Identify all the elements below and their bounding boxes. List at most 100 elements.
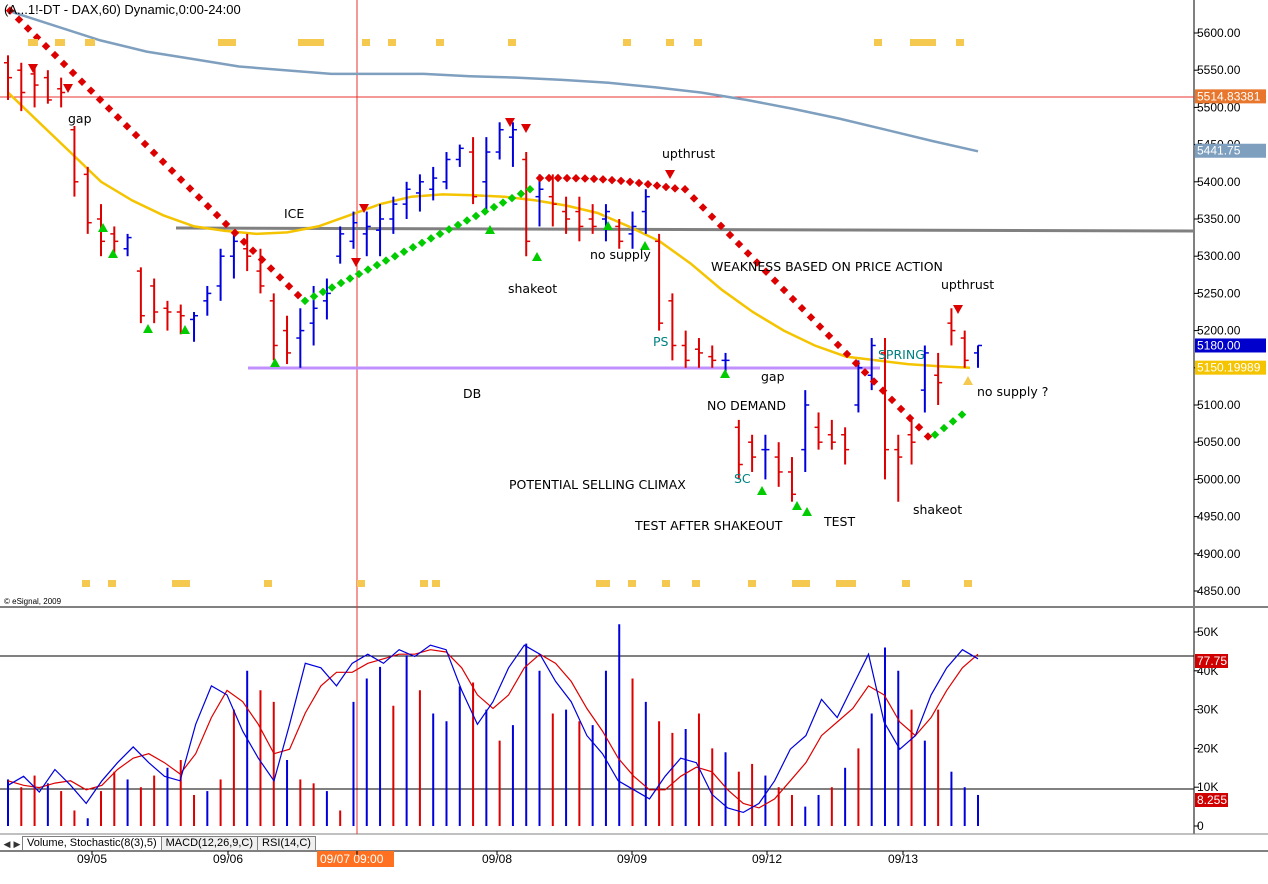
annotation-upthrust-2: upthrust (941, 277, 994, 292)
sar-dot (284, 282, 294, 291)
sar-dot (824, 331, 834, 340)
session-marker-top (436, 39, 444, 46)
annotation-gap-2: gap (761, 369, 785, 384)
sar-dot (266, 264, 276, 273)
price-tick-label: 5050.00 (1197, 435, 1241, 449)
sar-dot (248, 246, 258, 255)
sar-dot (122, 122, 132, 131)
sell-signal-triangle (665, 170, 675, 179)
sar-dot (221, 219, 231, 229)
sar-dot (399, 247, 409, 256)
session-markers (28, 39, 972, 587)
buy-signal-triangle (603, 221, 613, 230)
price-tick-label: 5250.00 (1197, 286, 1241, 300)
sar-dot (113, 113, 123, 122)
price-tick-label: 5600.00 (1197, 26, 1241, 40)
session-marker-bottom (748, 580, 756, 587)
buy-signal-triangle (757, 486, 767, 495)
annotation-ps: PS (653, 334, 669, 349)
session-marker-bottom (836, 580, 856, 587)
lower-tick-label: 20K (1197, 741, 1218, 755)
session-marker-bottom (420, 580, 428, 587)
sar-dot (86, 86, 96, 95)
sar-dot (770, 276, 780, 286)
session-marker-top (623, 39, 631, 46)
annotation-test: TEST (823, 514, 855, 529)
lower-tick-label: 30K (1197, 703, 1218, 717)
annotation-ice: ICE (284, 206, 304, 221)
time-axis[interactable]: 09/05 09/06 09/07 09:00 09/08 09/09 09/12 09/1… (77, 851, 918, 867)
session-marker-top (666, 39, 674, 46)
sar-dot (50, 50, 60, 60)
sar-dot (851, 358, 861, 368)
sar-dot (257, 255, 267, 264)
sar-dot (336, 278, 346, 288)
time-label: 09/13 (888, 852, 918, 866)
sar-dot (167, 166, 177, 175)
sar-dot (239, 237, 249, 247)
sar-dot (149, 148, 159, 158)
annotation-spring: SPRING (878, 347, 925, 362)
sar-dot (930, 430, 940, 440)
sell-signal-triangle (521, 124, 531, 133)
buy-signal-triangle (270, 358, 280, 367)
tab-prev-icon[interactable]: ◀ (3, 840, 11, 850)
sar-dot (131, 130, 141, 140)
tab-macd[interactable]: MACD(12,26,9,C) (160, 836, 259, 850)
price-badges: 5514.83381 5441.75 5180.00 5150.19989 (1195, 89, 1266, 375)
sar-dot (309, 292, 319, 301)
sar-dot (345, 274, 355, 283)
price-tick-label: 4900.00 (1197, 547, 1241, 561)
buy-signal-triangle (963, 376, 973, 385)
sar-dot (176, 175, 186, 184)
annotations: gap ICE DB shakeot upthrust no supply WE… (68, 111, 1048, 533)
sar-dot (498, 198, 508, 207)
annotation-db: DB (463, 386, 481, 401)
sar-dot (914, 423, 924, 432)
tab-rsi[interactable]: RSI(14,C) (257, 836, 316, 850)
session-marker-top (218, 39, 236, 46)
time-label: 09/05 (77, 852, 107, 866)
tab-next-icon[interactable]: ▶ (13, 840, 21, 850)
sar-dot (41, 41, 51, 51)
session-marker-top (508, 39, 516, 46)
session-marker-top (874, 39, 882, 46)
sar-dot (806, 313, 816, 322)
sar-dot (104, 104, 114, 113)
sar-dot (203, 202, 213, 211)
session-marker-top (362, 39, 370, 46)
buy-signal-triangle (180, 325, 190, 334)
annotation-no-supply-q: no supply ? (977, 384, 1048, 399)
time-label: 09/09 (617, 852, 647, 866)
annotation-gap-1: gap (68, 111, 92, 126)
sar-dot (860, 368, 870, 377)
sar-dot (471, 211, 481, 221)
tab-volume-stochastic[interactable]: Volume, Stochastic(8(3),5) (22, 836, 162, 850)
sar-dot (797, 304, 807, 313)
sar-dot (842, 349, 852, 359)
sar-dot (453, 220, 463, 230)
sell-signal-triangle (359, 204, 369, 213)
ice-line[interactable] (175, 226, 1195, 233)
sar-dot (869, 377, 879, 386)
price-tick-label: 5000.00 (1197, 472, 1241, 486)
session-marker-bottom (264, 580, 272, 587)
buy-signal-triangle (143, 324, 153, 333)
annotation-no-supply: no supply (590, 247, 651, 262)
sar-dot (77, 77, 87, 87)
sar-dot (293, 290, 303, 300)
sar-dot (23, 24, 33, 33)
price-tick-label: 5550.00 (1197, 63, 1241, 77)
price-badge-label: 5180.00 (1197, 338, 1241, 352)
sar-dot (948, 417, 958, 426)
price-tick-label: 4850.00 (1197, 584, 1241, 598)
price-tick-label: 5100.00 (1197, 398, 1241, 412)
sar-dot (140, 139, 150, 149)
price-badge-bg (1195, 360, 1266, 375)
sar-dot (887, 395, 897, 405)
sar-dot (5, 6, 15, 15)
session-marker-bottom (662, 580, 670, 587)
sell-signal-triangle (953, 305, 963, 314)
